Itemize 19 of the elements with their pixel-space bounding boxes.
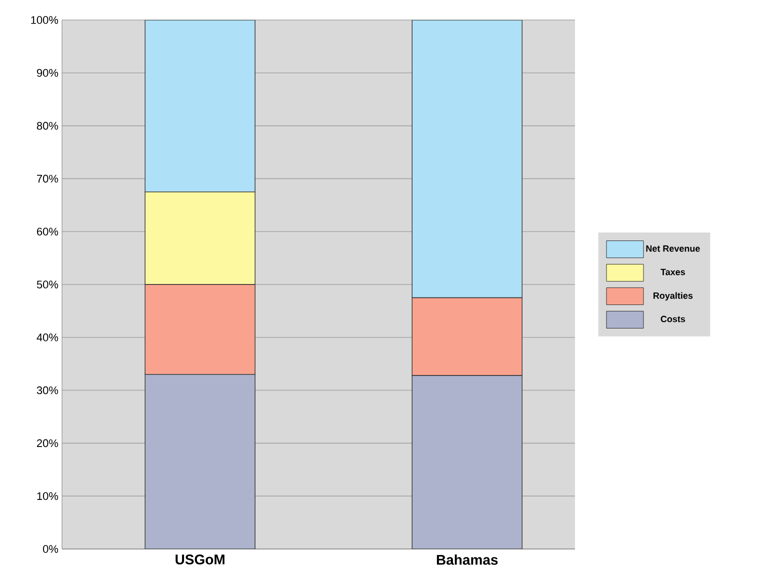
bar [412,375,522,549]
y-tick-label: 30% [36,386,58,394]
y-tick-label: 70% [37,174,58,183]
legend-label: Taxes [660,268,685,276]
y-tick-label: 20% [37,439,58,448]
legend-label: Net Revenue [646,245,700,252]
y-tick-label: 50% [36,280,58,288]
y-tick-label: 100% [31,16,58,24]
legend-label: Royalties [654,292,693,301]
y-tick-label: 90% [36,69,58,77]
y-tick-label: 0% [43,545,58,553]
x-tick-label: Bahamas [436,554,498,565]
legend-label: Costs [660,316,686,322]
y-tick-label: 80% [36,122,58,130]
bar [144,374,256,549]
y-tick-label: 60% [37,228,58,236]
y-tick-label: 40% [36,334,58,342]
y-tick-label: 10% [37,492,58,500]
x-tick-label: USGoM [176,554,224,564]
